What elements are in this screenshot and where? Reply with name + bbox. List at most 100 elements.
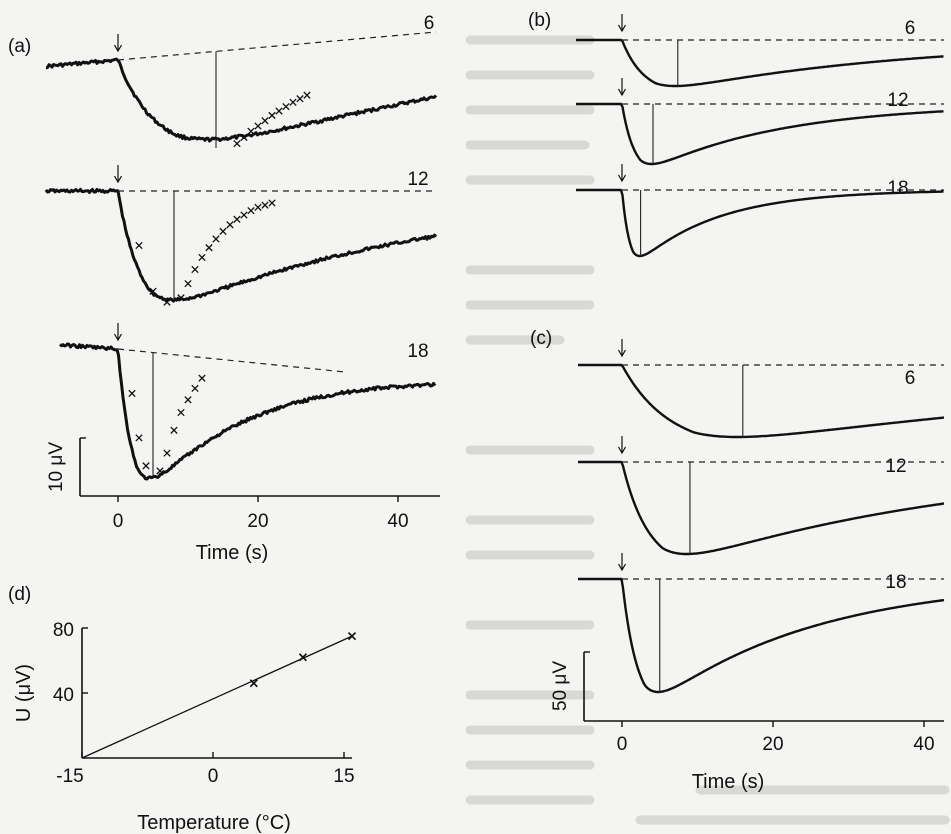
model-cross-stroke <box>233 215 241 223</box>
model-cross-stroke <box>198 253 206 262</box>
panel-b-traces: 6 12 18 <box>576 14 944 258</box>
stimulus-arrowhead <box>617 24 627 33</box>
panel-c-x-tick-label: 40 <box>913 734 934 755</box>
model-cross-stroke <box>205 244 213 252</box>
trace-0-6 <box>46 57 438 143</box>
panel-d-x-tick-label: 0 <box>208 766 219 787</box>
trace-temperature-label: 6 <box>905 368 916 389</box>
panel-a-x-tick-label: 40 <box>387 511 408 532</box>
model-cross-stroke <box>128 389 136 398</box>
panel-d-y-axis-label: U (μV) <box>13 664 35 722</box>
model-cross-stroke <box>149 287 157 295</box>
model-cross-marker <box>268 111 276 120</box>
trace-temperature-label: 18 <box>407 341 428 362</box>
model-cross-marker <box>212 235 220 243</box>
trace-2-18 <box>578 577 945 694</box>
model-cross-marker <box>198 374 206 382</box>
trace-2-12 <box>578 460 945 556</box>
model-cross-stroke <box>191 384 199 393</box>
model-cross-marker <box>163 298 171 306</box>
model-cross-marker <box>247 206 255 215</box>
model-cross-marker <box>289 98 297 106</box>
model-cross-stroke <box>282 102 290 111</box>
model-cross-marker <box>233 215 241 223</box>
trace-temperature-label: 18 <box>885 572 906 593</box>
stimulus-arrowhead <box>617 349 627 358</box>
panel-a-traces: 6 12 18 <box>44 13 438 481</box>
data-point <box>347 632 357 641</box>
model-cross-marker <box>128 389 136 398</box>
show-through-lines <box>465 35 950 825</box>
panel-a-scale-label: 10 μV <box>46 442 67 492</box>
model-cross-marker <box>198 253 206 262</box>
model-cross-stroke <box>212 235 220 243</box>
panel-d-marks <box>81 632 357 759</box>
model-cross-marker <box>177 408 185 417</box>
model-cross-stroke <box>254 122 262 130</box>
model-cross-marker <box>282 102 290 111</box>
stimulus-arrowhead <box>113 44 123 53</box>
panel-d-x-axis-label: Temperature (°C) <box>137 812 291 834</box>
model-cross-marker <box>261 117 269 125</box>
trace-temperature-label: 18 <box>887 178 908 199</box>
model-cross-marker <box>268 199 276 207</box>
model-cross-marker <box>149 287 157 295</box>
model-cross-stroke <box>296 95 304 103</box>
model-cross-marker <box>240 133 248 142</box>
model-cross-stroke <box>156 467 164 475</box>
model-cross-stroke <box>184 279 192 288</box>
model-cross-marker <box>254 203 262 212</box>
model-cross-marker <box>142 462 150 470</box>
model-cross-stroke <box>268 199 276 207</box>
model-cross-stroke <box>247 127 255 135</box>
model-cross-stroke <box>226 221 234 229</box>
model-cross-marker <box>163 449 171 457</box>
model-cross-marker <box>226 221 234 229</box>
stimulus-arrowhead <box>617 174 627 183</box>
model-cross-stroke <box>135 434 143 442</box>
panel-a-x-tick-label: 0 <box>113 511 124 532</box>
panel-c-x-tick-label: 20 <box>762 734 783 755</box>
data-point <box>249 679 258 688</box>
model-cross-marker <box>261 201 269 209</box>
trace-temperature-label: 6 <box>905 18 916 39</box>
model-cross-stroke <box>163 449 171 457</box>
panel-c-axes: 0 20 40 Time (s) 50 μV <box>550 651 944 793</box>
model-cross-stroke <box>254 203 262 212</box>
model-cross-stroke <box>268 111 276 120</box>
panel-d-y-tick-label: 80 <box>53 620 74 641</box>
model-cross-marker <box>170 426 178 434</box>
model-cross-stroke <box>198 374 206 382</box>
model-cross-marker <box>247 127 255 135</box>
panel-label-d: (d) <box>8 584 31 605</box>
model-cross-stroke <box>184 396 192 404</box>
trace-1-12 <box>576 102 944 166</box>
model-cross-marker <box>135 434 143 442</box>
model-cross-stroke <box>240 133 248 142</box>
model-cross-marker <box>184 279 192 288</box>
panel-label-b: (b) <box>528 10 551 31</box>
data-point-stroke <box>249 679 258 688</box>
panel-a-x-tick-label: 20 <box>247 511 268 532</box>
model-cross-stroke <box>177 294 185 302</box>
model-cross-stroke <box>219 227 227 235</box>
model-cross-marker <box>191 265 199 274</box>
panel-c-x-axis-label: Time (s) <box>692 771 765 793</box>
model-cross-marker <box>275 107 283 115</box>
model-cross-marker <box>303 91 311 99</box>
trace-temperature-label: 12 <box>887 90 908 111</box>
model-cross-marker <box>254 122 262 130</box>
panel-a-axes: 0 20 40 Time (s) 10 μV <box>46 437 440 564</box>
baseline-dashed-line <box>117 31 437 61</box>
trace-2-6 <box>578 363 945 439</box>
panel-d-y-tick-label: 40 <box>53 685 74 706</box>
model-cross-stroke <box>163 298 171 306</box>
fit-line <box>81 635 353 759</box>
trace-1-18 <box>576 188 944 258</box>
trace-temperature-label: 6 <box>424 13 435 34</box>
model-cross-marker <box>233 139 241 148</box>
trace-temperature-label: 12 <box>885 456 906 477</box>
trace-0-18 <box>59 342 437 481</box>
model-cross-stroke <box>275 107 283 115</box>
